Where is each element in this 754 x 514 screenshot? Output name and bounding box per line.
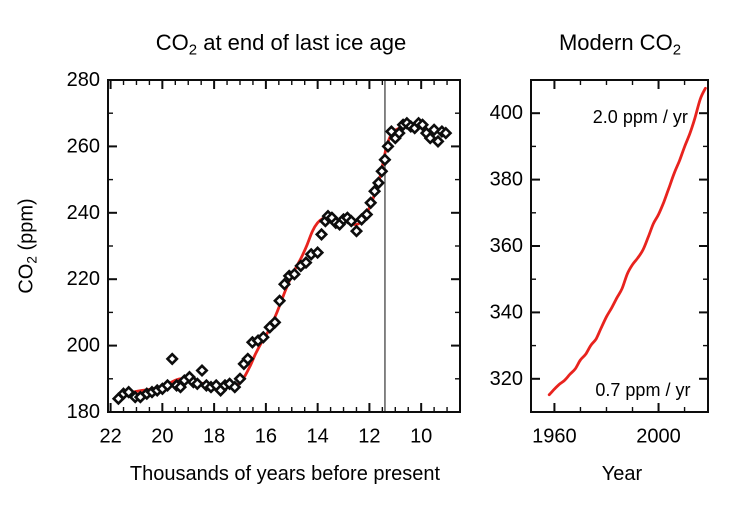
co2-sample-point <box>381 139 395 153</box>
co2-sample-point <box>427 123 441 137</box>
y-tick-label: 280 <box>67 69 100 91</box>
growth-rate-annotation-recent: 2.0 ppm / yr <box>592 106 688 127</box>
co2-sample-point <box>392 126 406 140</box>
x-tick-label: 16 <box>255 426 277 448</box>
x-tick-label: 2000 <box>636 426 681 448</box>
x-tick-label: 14 <box>306 426 328 448</box>
co2-sample-point <box>256 330 270 344</box>
y-tick-label: 220 <box>67 268 100 290</box>
left-title-pre: CO <box>155 29 189 55</box>
ylabel-pre: CO <box>15 263 38 294</box>
right-x-axis-label: Year <box>601 463 643 485</box>
co2-sample-point <box>371 176 386 190</box>
right-chart-title: Modern CO2 <box>558 29 682 59</box>
co2-sample-point <box>439 126 453 140</box>
x-tick-label: 22 <box>99 426 121 448</box>
x-tick-label: 12 <box>358 426 380 448</box>
x-tick-label: 18 <box>203 426 225 448</box>
ice-age-chart: 22 20 18 16 14 12 10 180 200 220 240 260 280 <box>67 69 461 448</box>
co2-sample-point <box>190 377 204 391</box>
co2-sample-point <box>375 164 389 178</box>
co2-sample-point <box>415 118 430 132</box>
co2-sample-point <box>241 352 255 366</box>
y-tick-label: 180 <box>67 401 100 423</box>
modern-co2-chart: 1960 2000 320 340 360 380 400 <box>490 79 709 448</box>
y-tick-label: 380 <box>490 169 523 191</box>
tick-labels: 1960 2000 320 340 360 380 400 <box>490 102 681 447</box>
growth-rate-annotation-early: 0.7 ppm / yr <box>595 380 691 401</box>
x-tick-label: 10 <box>410 426 432 448</box>
keeling-curve-line <box>547 86 707 397</box>
left-title-post: at end of last ice age <box>197 29 407 55</box>
right-title-subscript: 2 <box>672 41 682 59</box>
co2-sample-point <box>268 315 282 329</box>
tick-marks <box>531 79 708 413</box>
y-tick-label: 360 <box>490 235 523 257</box>
co2-sample-point <box>344 214 358 228</box>
co2-sample-point <box>431 134 445 148</box>
y-tick-label: 240 <box>67 202 100 224</box>
tick-marks <box>108 79 461 413</box>
x-tick-label: 1960 <box>532 426 577 448</box>
y-tick-label: 200 <box>67 335 100 357</box>
left-y-axis-label: CO2 (ppm) <box>15 198 40 294</box>
left-title-subscript: 2 <box>188 41 198 59</box>
co2-sample-point <box>368 184 382 198</box>
plot-frame <box>530 79 709 413</box>
ylabel-subscript: 2 <box>24 256 40 264</box>
y-tick-label: 400 <box>490 102 523 124</box>
plot-frame <box>107 79 461 413</box>
ylabel-post: (ppm) <box>15 198 38 257</box>
co2-sample-point <box>195 363 209 378</box>
x-tick-label: 20 <box>151 426 173 448</box>
co2-sample-point <box>228 380 242 394</box>
co2-sample-point <box>360 207 374 222</box>
y-tick-label: 340 <box>490 301 523 323</box>
co2-sample-point <box>287 267 301 281</box>
smoothed-co2-trend-line <box>115 124 449 399</box>
co2-sample-point <box>349 224 364 238</box>
y-tick-label: 260 <box>67 135 100 157</box>
co2-sample-point <box>233 372 247 386</box>
right-title-pre: Modern CO <box>558 29 673 55</box>
co2-sample-point <box>314 227 329 241</box>
co2-sample-point <box>378 153 392 167</box>
co2-sample-point <box>311 246 325 260</box>
left-chart-title: CO2 at end of last ice age <box>155 29 407 59</box>
left-x-axis-label: Thousands of years before present <box>129 463 441 485</box>
co2-sample-point <box>277 277 292 291</box>
co2-sample-point <box>364 196 378 210</box>
co2-sample-point <box>299 256 313 270</box>
co2-sample-point <box>165 352 179 366</box>
tick-labels: 22 20 18 16 14 12 10 180 200 220 240 260 280 <box>67 69 433 448</box>
co2-sample-point <box>122 385 136 399</box>
y-tick-label: 320 <box>490 368 523 390</box>
co2-sample-point <box>160 378 175 392</box>
data-points <box>111 116 453 406</box>
co2-sample-point <box>273 294 287 308</box>
